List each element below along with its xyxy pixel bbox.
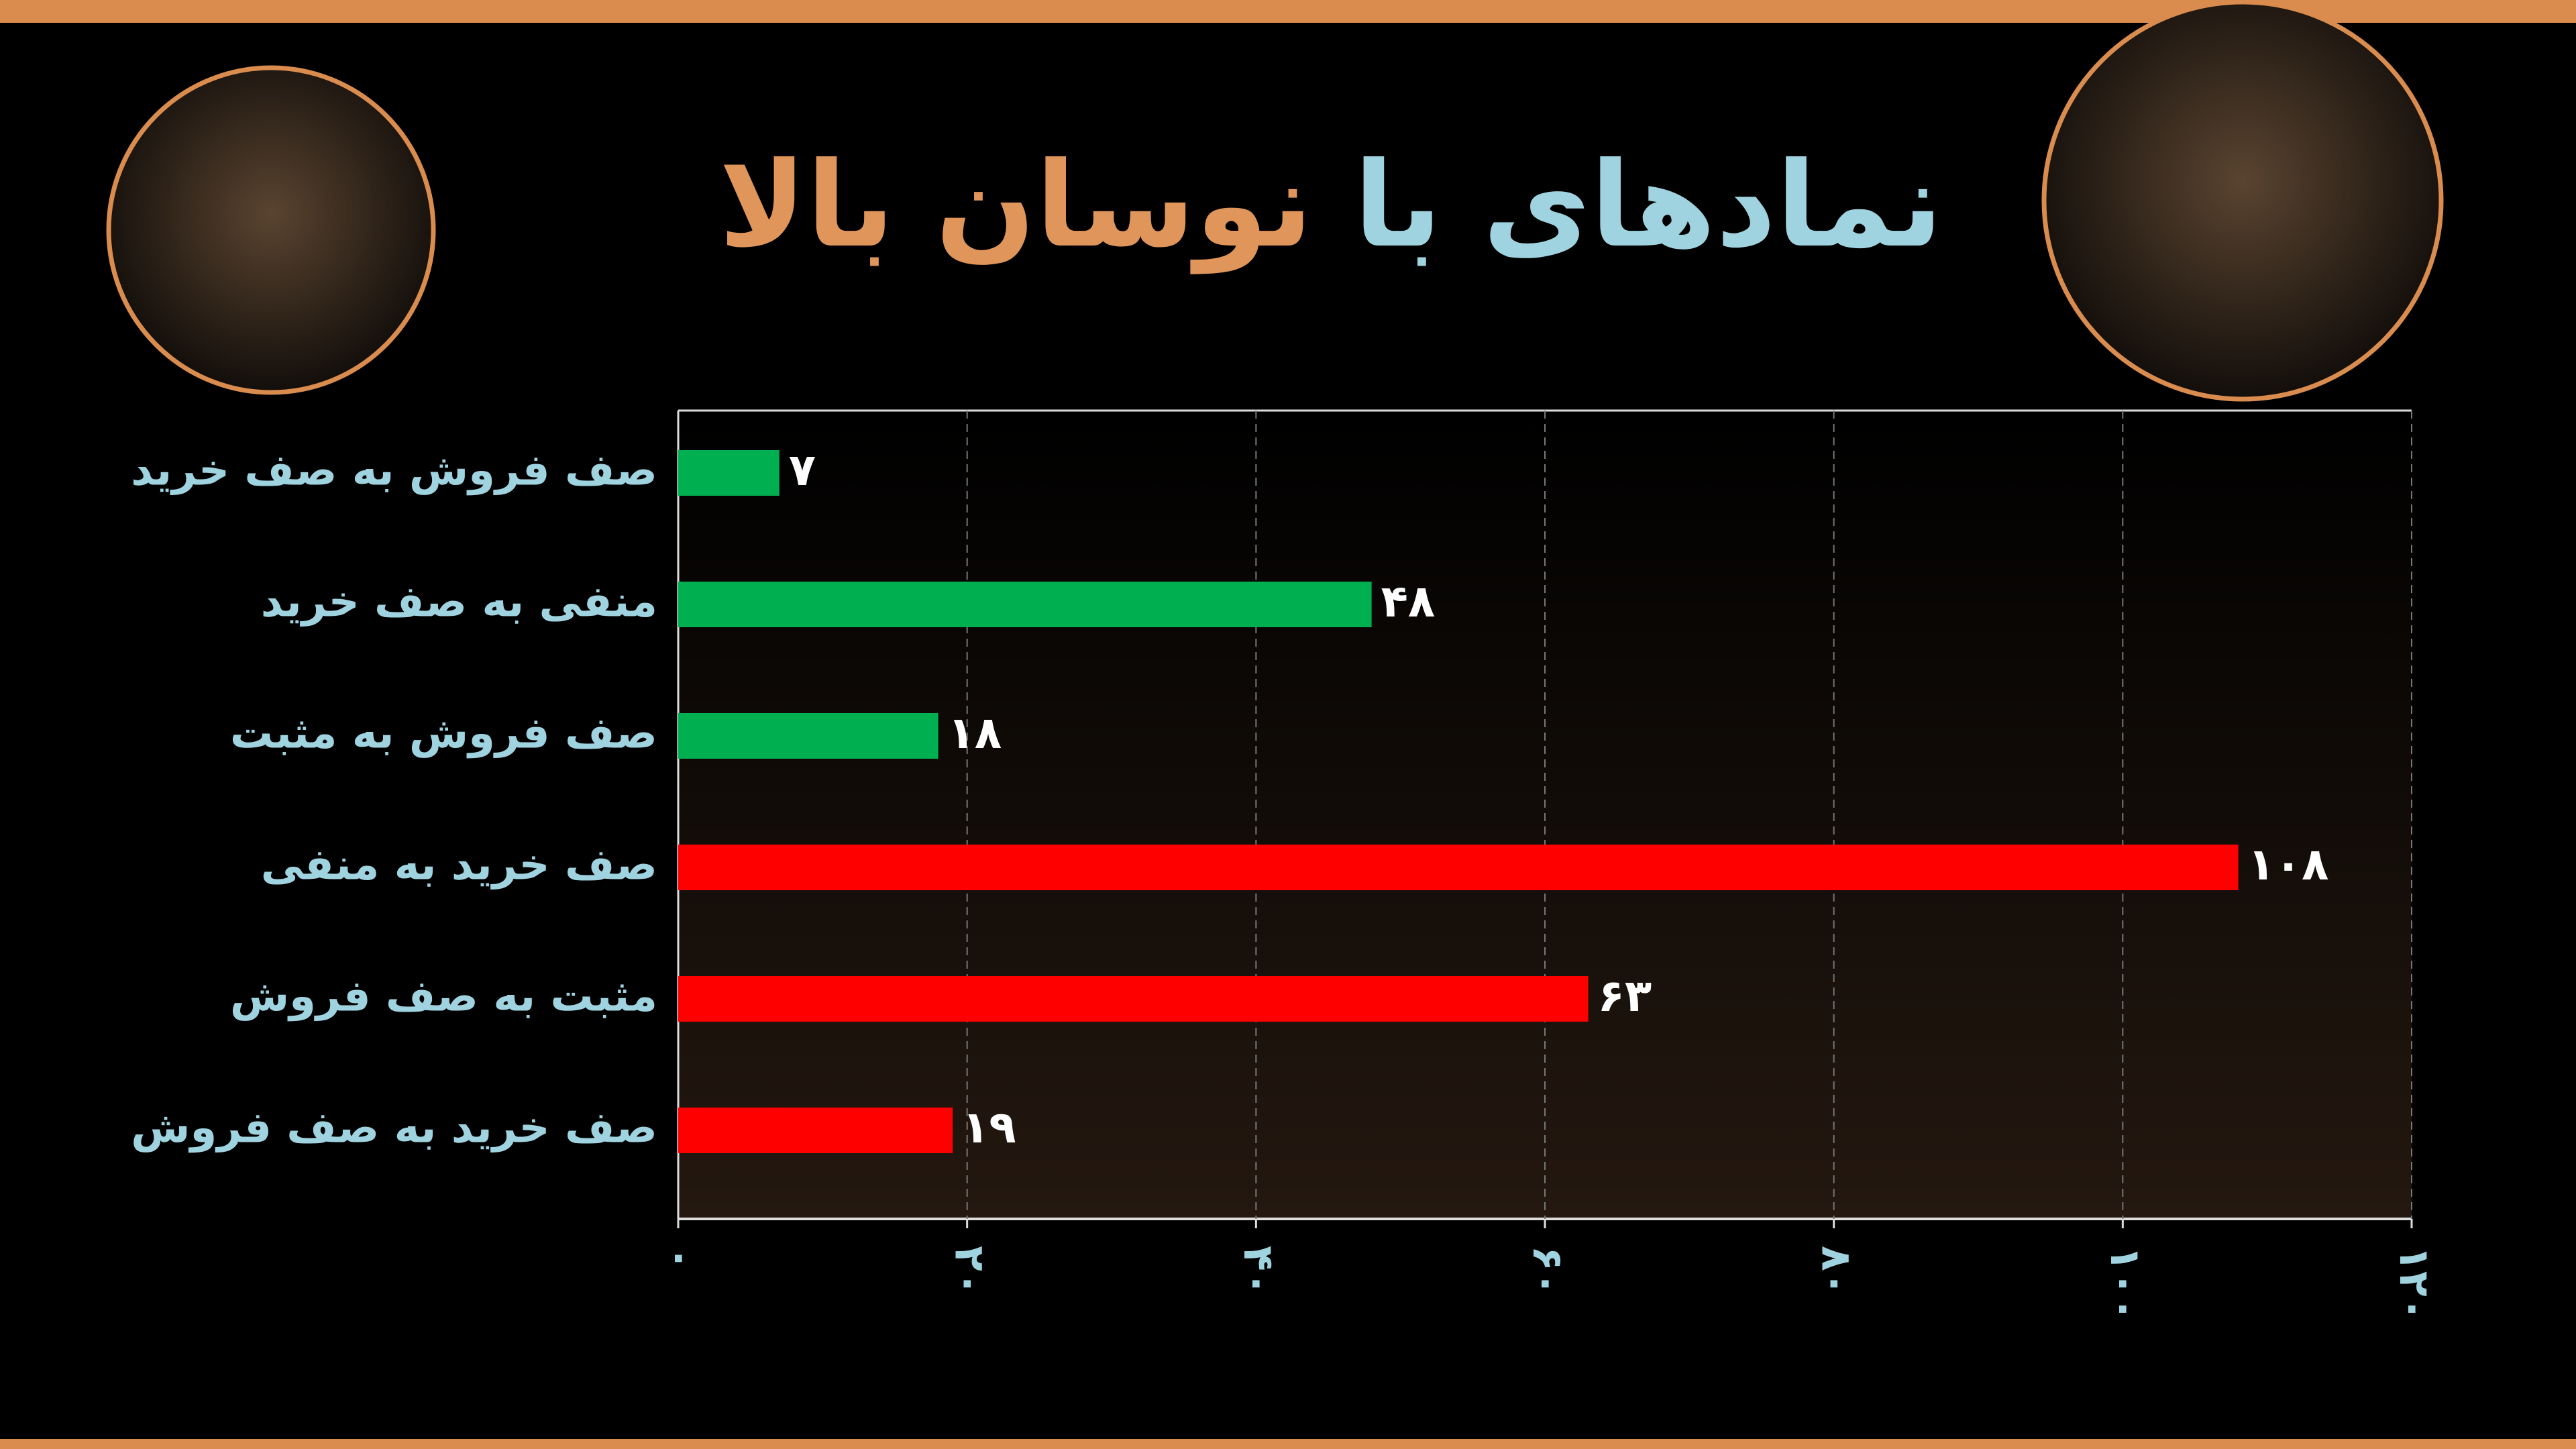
x-tick-label: ۶۰ [1523,1246,1572,1297]
bar [678,976,1589,1022]
y-tick-label: صف خرید به صف فروش [131,1104,657,1153]
value-label: ۴۸ [1381,576,1436,627]
bar [678,713,938,759]
x-tick-label: ۲۰ [946,1246,995,1297]
x-tick-label: ۱۲۰ [2390,1246,2439,1322]
title-part: نمادهای با [1354,138,1943,274]
x-tick-label: ۱۰۰ [2101,1246,2150,1322]
x-tick-label: ۴۰ [1234,1246,1283,1297]
x-tick-label: ۰ [657,1246,706,1271]
bear-image [106,65,436,395]
bull-image [2041,0,2444,402]
chart-title: نمادهای با نوسان بالا [719,138,1943,274]
y-tick-label: صف فروش به مثبت [230,709,657,759]
value-label: ۱۰۸ [2248,839,2329,890]
title-part: نوسان بالا [719,138,1313,274]
bar [678,1108,953,1153]
x-tick-label: ۸۰ [1813,1246,1862,1297]
value-label: ۱۹ [962,1102,1016,1153]
y-tick-label: صف خرید به منفی [261,841,657,890]
value-label: ۶۳ [1598,970,1652,1022]
y-tick-label: مثبت به صف فروش [230,972,657,1022]
top-band [0,0,2576,23]
bar [678,582,1372,627]
bottom-band [0,1439,2576,1449]
y-tick-label: صف فروش به صف خرید [131,446,657,496]
bar [678,845,2239,890]
value-label: ۱۸ [948,707,1002,759]
bar [678,450,780,496]
y-tick-label: منفی به صف خرید [261,578,657,627]
value-label: ۷ [789,444,816,496]
